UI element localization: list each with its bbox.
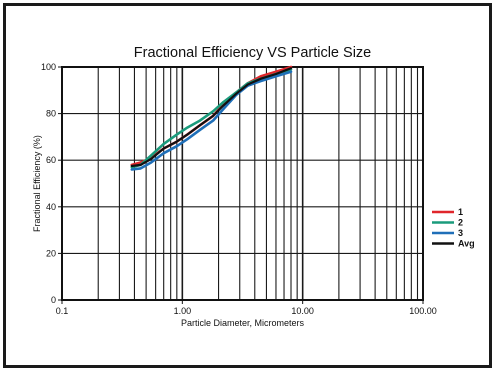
data-point-3 — [186, 138, 189, 141]
data-point-3 — [199, 129, 201, 131]
series-line-3 — [130, 70, 293, 171]
data-point-3 — [260, 80, 262, 82]
plot-border — [61, 66, 424, 301]
y-axis-label: Fractional Efficiency (%) — [32, 135, 42, 232]
data-point-avg — [139, 164, 142, 166]
data-point-avg — [290, 67, 292, 69]
data-point-1 — [260, 75, 262, 78]
data-point-avg — [235, 92, 237, 95]
y-tick-label: 80 — [46, 109, 56, 119]
x-tick-label: 10.00 — [291, 306, 314, 316]
data-point-3 — [222, 108, 225, 110]
data-point-avg — [176, 140, 178, 143]
data-point-3 — [275, 75, 277, 78]
plot-area — [62, 67, 423, 300]
data-point-2 — [186, 126, 189, 129]
data-point-2 — [162, 143, 165, 145]
series-line-avg — [130, 67, 293, 168]
data-point-2 — [199, 119, 201, 122]
y-tick-label: 20 — [46, 248, 56, 258]
data-point-3 — [290, 70, 292, 73]
data-point-3 — [176, 145, 178, 148]
y-tick-label: 40 — [46, 202, 56, 212]
data-point-1 — [275, 70, 277, 73]
data-point-2 — [212, 110, 214, 113]
x-tick-label: 0.1 — [56, 306, 69, 316]
y-tick-label: 0 — [51, 295, 56, 305]
y-tick-label: 60 — [46, 155, 56, 165]
x-tick-label: 100.00 — [409, 306, 437, 316]
legend-label-2: 2 — [458, 218, 463, 228]
x-axis-label: Particle Diameter, Micrometers — [181, 318, 305, 328]
data-point-3 — [130, 168, 133, 171]
data-point-avg — [162, 147, 165, 150]
data-point-avg — [150, 158, 152, 160]
data-point-2 — [222, 101, 225, 103]
chart-title: Fractional Efficiency VS Particle Size — [134, 45, 371, 61]
data-point-avg — [212, 115, 214, 117]
data-point-avg — [247, 83, 249, 86]
data-point-avg — [222, 104, 225, 107]
x-tick-label: 1.00 — [174, 306, 192, 316]
legend-label-1: 1 — [458, 207, 463, 217]
y-tick-label: 100 — [41, 62, 56, 72]
data-point-3 — [212, 119, 214, 122]
data-point-3 — [150, 161, 152, 164]
data-point-3 — [162, 152, 165, 155]
data-point-2 — [176, 133, 178, 136]
legend-label-avg: Avg — [458, 239, 475, 249]
data-point-avg — [260, 77, 262, 80]
data-point-2 — [150, 154, 152, 157]
data-point-avg — [130, 165, 133, 167]
data-point-avg — [199, 124, 201, 127]
data-point-avg — [186, 133, 189, 136]
data-point-3 — [139, 167, 142, 170]
data-point-avg — [275, 73, 277, 75]
legend-label-3: 3 — [458, 228, 463, 238]
